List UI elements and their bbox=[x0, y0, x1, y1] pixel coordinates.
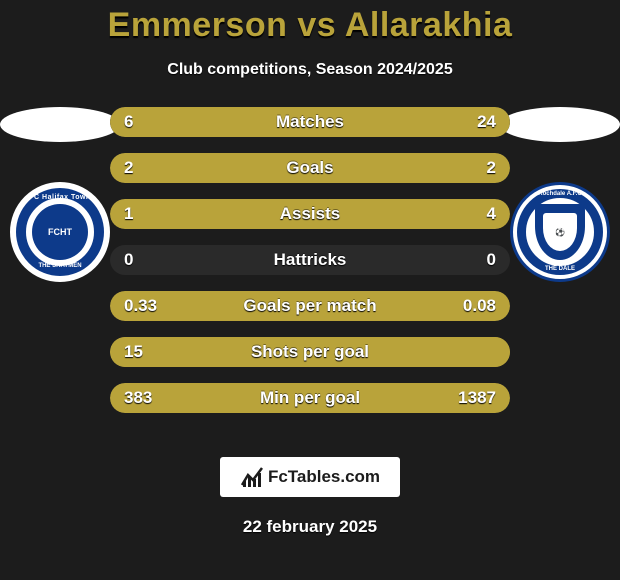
player-left-photo bbox=[0, 107, 120, 142]
ball-icon: ⚽ bbox=[543, 213, 577, 251]
stat-label: Hattricks bbox=[110, 245, 510, 275]
stat-row: 3831387Min per goal bbox=[110, 383, 510, 413]
club-right-name: Rochdale A.F.C bbox=[538, 191, 581, 197]
player-right-photo bbox=[500, 107, 620, 142]
club-left-nick: THE SHAYMEN bbox=[38, 263, 81, 269]
club-badge-right: Rochdale A.F.C ⚽ THE DALE bbox=[510, 182, 610, 282]
footer-brand: FcTables.com bbox=[220, 457, 400, 497]
stat-label: Shots per goal bbox=[110, 337, 510, 367]
page-title: Emmerson vs Allarakhia bbox=[0, 6, 620, 45]
stat-row: 00Hattricks bbox=[110, 245, 510, 275]
chart-icon bbox=[240, 465, 264, 489]
club-left-name: FC Halifax Town bbox=[29, 194, 90, 201]
stat-label: Matches bbox=[110, 107, 510, 137]
comparison-card: Emmerson vs Allarakhia Club competitions… bbox=[0, 0, 620, 580]
stat-bars: 624Matches 22Goals 14Assists 00Hattricks 0.3… bbox=[110, 107, 510, 429]
stat-row: 0.330.08Goals per match bbox=[110, 291, 510, 321]
stat-row: 624Matches bbox=[110, 107, 510, 137]
stat-label: Goals per match bbox=[110, 291, 510, 321]
club-left-abbrev: FCHT bbox=[32, 204, 88, 260]
player-left-column: FC Halifax Town FCHT THE SHAYMEN bbox=[0, 107, 120, 282]
stat-label: Assists bbox=[110, 199, 510, 229]
stat-label: Goals bbox=[110, 153, 510, 183]
chart-area: FC Halifax Town FCHT THE SHAYMEN Rochdal… bbox=[0, 107, 620, 447]
stat-row: 22Goals bbox=[110, 153, 510, 183]
club-badge-left: FC Halifax Town FCHT THE SHAYMEN bbox=[10, 182, 110, 282]
footer-brand-text: FcTables.com bbox=[268, 467, 380, 487]
stat-label: Min per goal bbox=[110, 383, 510, 413]
stat-row: 15Shots per goal bbox=[110, 337, 510, 367]
club-right-nick: THE DALE bbox=[545, 266, 575, 272]
footer-date: 22 february 2025 bbox=[0, 517, 620, 537]
subtitle: Club competitions, Season 2024/2025 bbox=[0, 61, 620, 79]
stat-row: 14Assists bbox=[110, 199, 510, 229]
player-right-column: Rochdale A.F.C ⚽ THE DALE bbox=[500, 107, 620, 282]
